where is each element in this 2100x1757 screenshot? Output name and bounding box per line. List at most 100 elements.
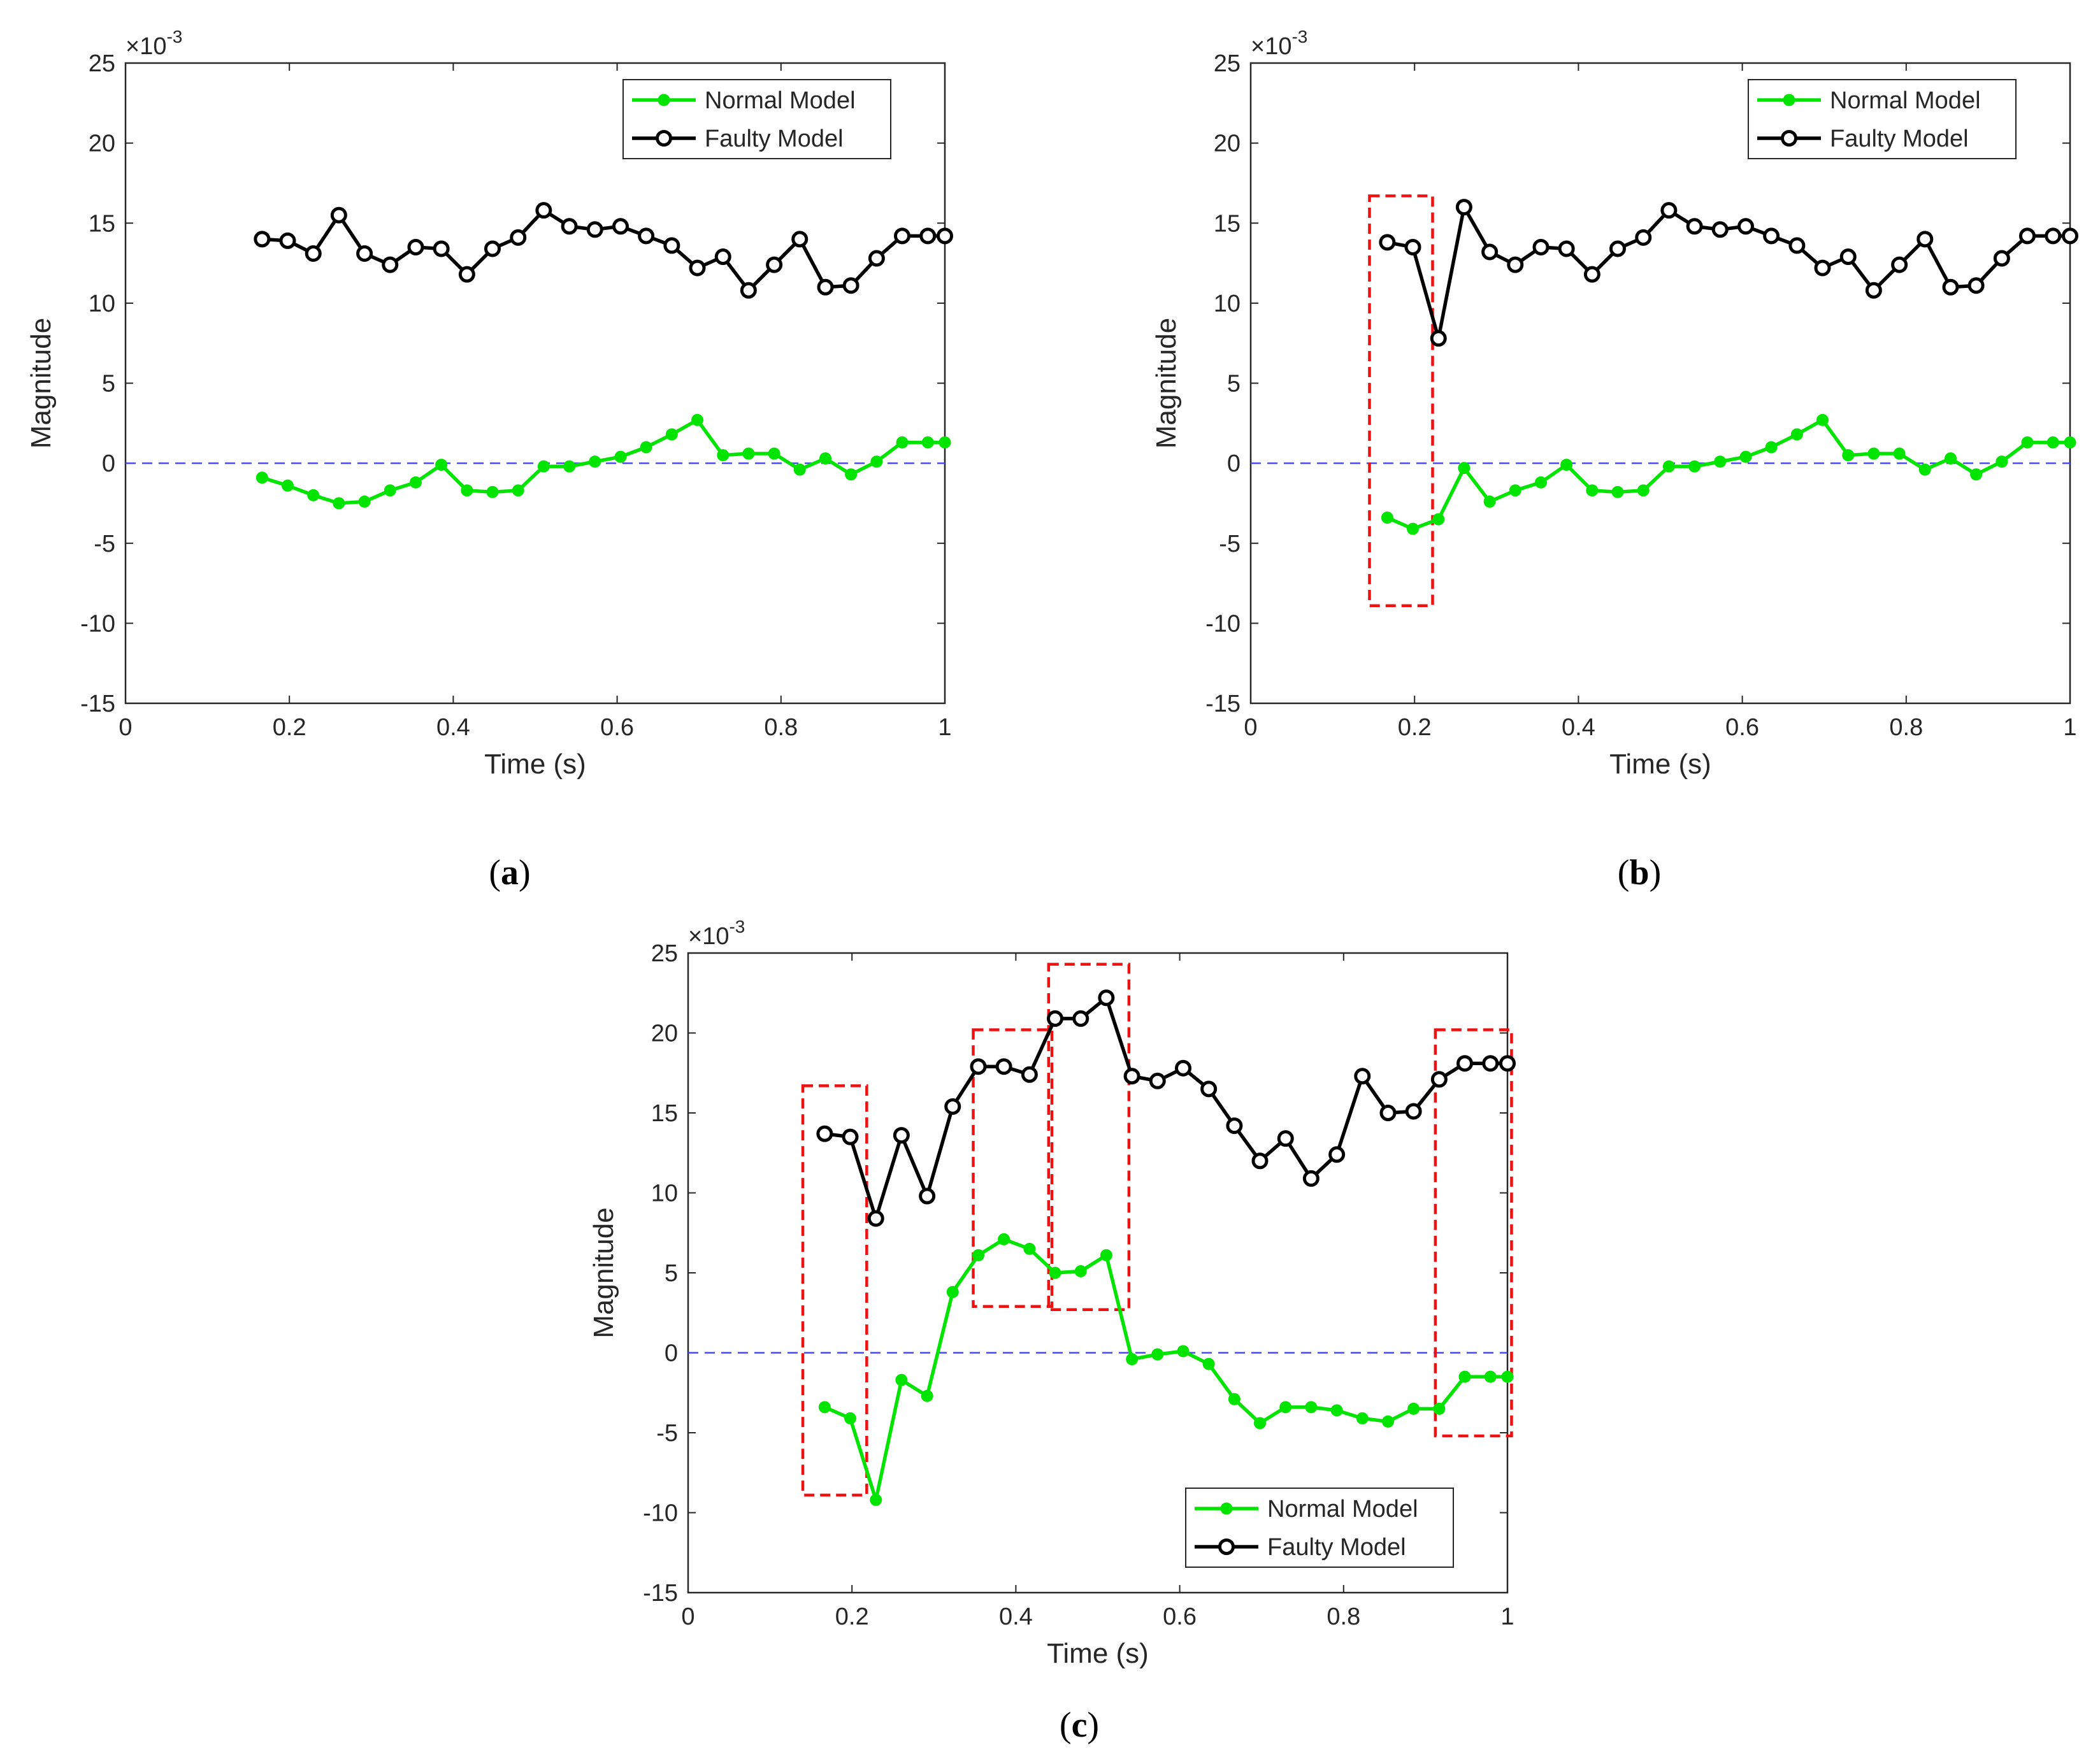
x-tick-label: 0.2 [1398, 714, 1432, 741]
highlight-box [1047, 963, 1131, 1311]
caption-close: ) [1087, 1705, 1099, 1745]
y-tick-label: 25 [89, 50, 115, 77]
normal-model-point [640, 441, 652, 454]
legend-marker-faulty [656, 130, 672, 147]
faulty-model-point [1456, 1055, 1473, 1072]
faulty-model-point [1814, 259, 1831, 276]
x-tick-label: 0.2 [273, 714, 306, 741]
y-tick-label: -5 [656, 1420, 678, 1447]
normal-model-point [384, 484, 396, 497]
legend-marker-faulty [1781, 130, 1797, 147]
y-tick-label: 0 [1227, 450, 1241, 477]
exponent-label: ×10-3 [688, 917, 745, 950]
faulty-model-point [1123, 1068, 1140, 1085]
normal-model-point [870, 1493, 882, 1506]
normal-model-point [870, 455, 883, 468]
faulty-model-point [1021, 1066, 1038, 1083]
faulty-model-point [868, 250, 885, 267]
faulty-model-point [1660, 202, 1678, 219]
chart-a: 0 0.2 0.4 0.6 0.8 1 -15 -10 -5 0 5 10 15 20 25 ×10-3 Tim… [25, 27, 953, 893]
normal-model-point [435, 459, 448, 471]
normal-model-point [537, 460, 550, 473]
normal-model-point [1049, 1266, 1061, 1279]
faulty-model-point [1737, 218, 1755, 235]
y-tick-label: -15 [643, 1580, 678, 1607]
y-tick-label: 20 [1214, 131, 1241, 157]
faulty-model-point [1226, 1117, 1243, 1135]
faulty-model-point [1379, 234, 1396, 251]
normal-model-point [921, 436, 934, 448]
y-tick-label: 5 [102, 371, 115, 398]
y-tick-label: 0 [102, 450, 115, 477]
faulty-model-point [2062, 227, 2078, 245]
y-tick-label: 25 [1214, 50, 1241, 77]
normal-model-point [1023, 1242, 1036, 1255]
x-tick-label: 1 [1500, 1603, 1514, 1630]
faulty-model-point [638, 227, 655, 245]
x-tick-label: 1 [2063, 714, 2076, 741]
y-tick-label: 5 [665, 1260, 678, 1287]
y-tick-label: -15 [80, 691, 115, 717]
normal-model-point [998, 1233, 1010, 1245]
normal-model-point [1970, 468, 1983, 481]
axes-frame [1249, 62, 2071, 705]
exponent-power: -3 [1291, 27, 1307, 47]
panel-caption: (c) [1060, 1705, 1099, 1745]
legend: Normal Model Faulty Model [1748, 79, 2017, 159]
faulty-model-point [1455, 199, 1472, 216]
y-tick-label: 20 [89, 131, 115, 157]
faulty-model-point [1917, 231, 1934, 248]
faulty-model-point [1379, 1105, 1397, 1121]
normal-model-point [1407, 1402, 1420, 1415]
normal-model-point [589, 455, 601, 468]
faulty-model-point [2045, 227, 2062, 245]
faulty-model-point [995, 1058, 1012, 1075]
normal-model-point [255, 471, 268, 484]
normal-model-point [1790, 428, 1803, 441]
normal-model-point [1842, 449, 1855, 462]
chart-b: 0 0.2 0.4 0.6 0.8 1 -15 -10 -5 0 5 10 15 20 25 ×10-3 Tim… [1151, 27, 2078, 893]
faulty-model-point [407, 238, 424, 255]
faulty-model-point [1481, 243, 1499, 261]
normal-model-point [921, 1389, 933, 1402]
normal-model-point [1381, 512, 1393, 524]
faulty-model-point [561, 218, 578, 235]
exponent-power: -3 [166, 27, 182, 47]
normal-model-point [614, 450, 627, 463]
legend-marker-normal [1783, 94, 1795, 106]
normal-model-point [768, 447, 780, 460]
x-axis-title: Time (s) [1047, 1638, 1149, 1669]
faulty-model-point [1098, 989, 1115, 1007]
legend-marker-normal [658, 94, 670, 106]
legend: Normal Model Faulty Model [1185, 1488, 1454, 1568]
faulty-model-point [279, 232, 296, 249]
normal-model-point [1483, 495, 1496, 508]
normal-model-point [844, 1412, 856, 1424]
faulty-model-point [944, 1098, 961, 1115]
faulty-model-point [1405, 1103, 1422, 1120]
normal-model-point [1662, 460, 1675, 473]
faulty-model-point [1583, 266, 1600, 283]
faulty-model-point [254, 231, 271, 248]
normal-model-point [1228, 1393, 1241, 1405]
caption-letter: b [1629, 853, 1649, 893]
normal-model-point [2046, 436, 2059, 448]
normal-model-point [1688, 460, 1701, 473]
y-tick-label: -10 [80, 610, 115, 637]
y-axis-title: Magnitude [1151, 318, 1182, 448]
faulty-model-point [484, 240, 501, 257]
faulty-model-point [510, 229, 527, 246]
faulty-model-point [714, 248, 731, 266]
normal-model-point [512, 484, 524, 497]
normal-model-point [691, 413, 703, 426]
panel-caption: (b) [1618, 853, 1661, 893]
plot-area [1251, 63, 2070, 703]
faulty-model-point [1942, 278, 1959, 296]
y-tick-label: 5 [1227, 371, 1241, 398]
exponent-power: -3 [729, 917, 745, 936]
faulty-model-point [433, 240, 450, 257]
faulty-model-point [919, 227, 937, 245]
x-tick-label: 0 [1244, 714, 1257, 741]
normal-model-point [1458, 1370, 1471, 1383]
x-tick-label: 0.6 [1163, 1603, 1197, 1630]
